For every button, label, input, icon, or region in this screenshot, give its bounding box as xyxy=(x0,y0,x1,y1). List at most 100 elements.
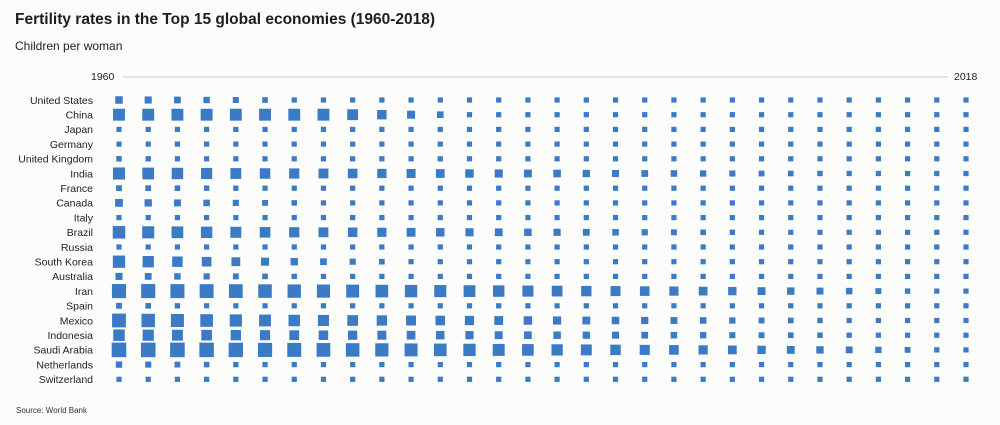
data-square xyxy=(612,200,619,206)
data-square xyxy=(141,284,156,299)
data-square xyxy=(288,314,300,327)
data-square xyxy=(233,244,239,250)
data-square xyxy=(846,126,852,132)
data-square xyxy=(318,168,329,179)
data-square xyxy=(846,317,852,324)
row-label: Saudi Arabia xyxy=(33,345,93,357)
data-square xyxy=(904,273,911,279)
data-square xyxy=(375,284,389,298)
data-square xyxy=(729,112,735,118)
data-square xyxy=(642,244,648,250)
row-label: Mexico xyxy=(60,315,93,327)
data-square xyxy=(229,314,242,327)
data-square xyxy=(642,362,648,368)
row-australia: Australia xyxy=(52,271,969,283)
data-square xyxy=(496,112,502,118)
data-square xyxy=(788,126,794,132)
data-square xyxy=(581,285,592,297)
data-square xyxy=(204,244,210,250)
data-square xyxy=(379,97,385,103)
data-square xyxy=(111,342,127,358)
data-square xyxy=(496,303,502,309)
data-square xyxy=(612,185,619,191)
data-square xyxy=(525,215,531,221)
data-square xyxy=(642,126,648,132)
data-square xyxy=(728,286,737,296)
data-square xyxy=(554,141,560,147)
data-square xyxy=(758,185,765,191)
data-square xyxy=(729,141,735,147)
row-russia: Russia xyxy=(61,242,969,254)
data-square xyxy=(875,170,881,177)
data-square xyxy=(464,315,475,326)
data-square xyxy=(904,185,911,191)
data-square xyxy=(554,215,560,221)
row-south-korea: South Korea xyxy=(35,255,969,269)
data-square xyxy=(116,141,122,147)
data-square xyxy=(115,96,123,104)
data-square xyxy=(875,303,881,309)
data-square xyxy=(758,317,765,324)
data-square xyxy=(757,287,766,296)
data-square xyxy=(904,229,911,235)
data-square xyxy=(729,185,735,191)
data-square xyxy=(525,376,531,382)
data-square xyxy=(788,156,794,162)
data-square xyxy=(116,215,122,221)
data-square xyxy=(700,141,706,147)
data-square xyxy=(554,156,560,162)
data-square xyxy=(320,200,327,206)
data-square xyxy=(350,362,356,368)
data-square xyxy=(496,273,502,279)
data-square xyxy=(522,344,534,356)
data-square xyxy=(408,97,414,103)
data-square xyxy=(203,185,210,191)
data-square xyxy=(262,156,268,162)
row-united-kingdom: United Kingdom xyxy=(18,154,969,166)
data-square xyxy=(817,112,823,118)
data-square xyxy=(174,156,181,162)
data-square xyxy=(669,345,679,355)
row-mexico: Mexico xyxy=(60,313,969,328)
data-square xyxy=(817,170,823,177)
data-square xyxy=(174,141,181,147)
data-square xyxy=(554,126,560,132)
data-square xyxy=(583,259,589,265)
data-square xyxy=(612,97,619,103)
data-square xyxy=(554,244,560,250)
data-square xyxy=(758,259,765,265)
data-square xyxy=(846,170,852,177)
data-square xyxy=(611,169,620,178)
data-square xyxy=(845,287,853,295)
data-square xyxy=(437,126,443,132)
data-square xyxy=(232,199,239,206)
data-square xyxy=(846,112,852,118)
data-square xyxy=(612,303,619,309)
data-square xyxy=(408,215,414,221)
data-square xyxy=(262,97,268,103)
data-square xyxy=(554,362,560,368)
data-square xyxy=(350,215,356,221)
data-square xyxy=(406,330,416,340)
data-square xyxy=(758,332,765,339)
data-square xyxy=(350,273,356,279)
data-square xyxy=(350,200,356,206)
data-square xyxy=(317,108,330,121)
data-square xyxy=(145,141,151,147)
data-square xyxy=(904,259,911,265)
data-square xyxy=(320,303,327,309)
row-canada: Canada xyxy=(56,198,969,210)
data-square xyxy=(553,228,561,236)
data-square xyxy=(377,168,387,179)
data-square xyxy=(259,314,271,327)
data-square xyxy=(611,316,620,325)
data-square xyxy=(669,286,679,296)
data-square xyxy=(758,273,765,279)
data-square xyxy=(642,156,648,162)
data-square xyxy=(116,126,122,132)
data-square xyxy=(934,347,940,353)
data-square xyxy=(788,273,794,279)
data-square xyxy=(934,112,940,118)
data-square xyxy=(817,376,823,382)
